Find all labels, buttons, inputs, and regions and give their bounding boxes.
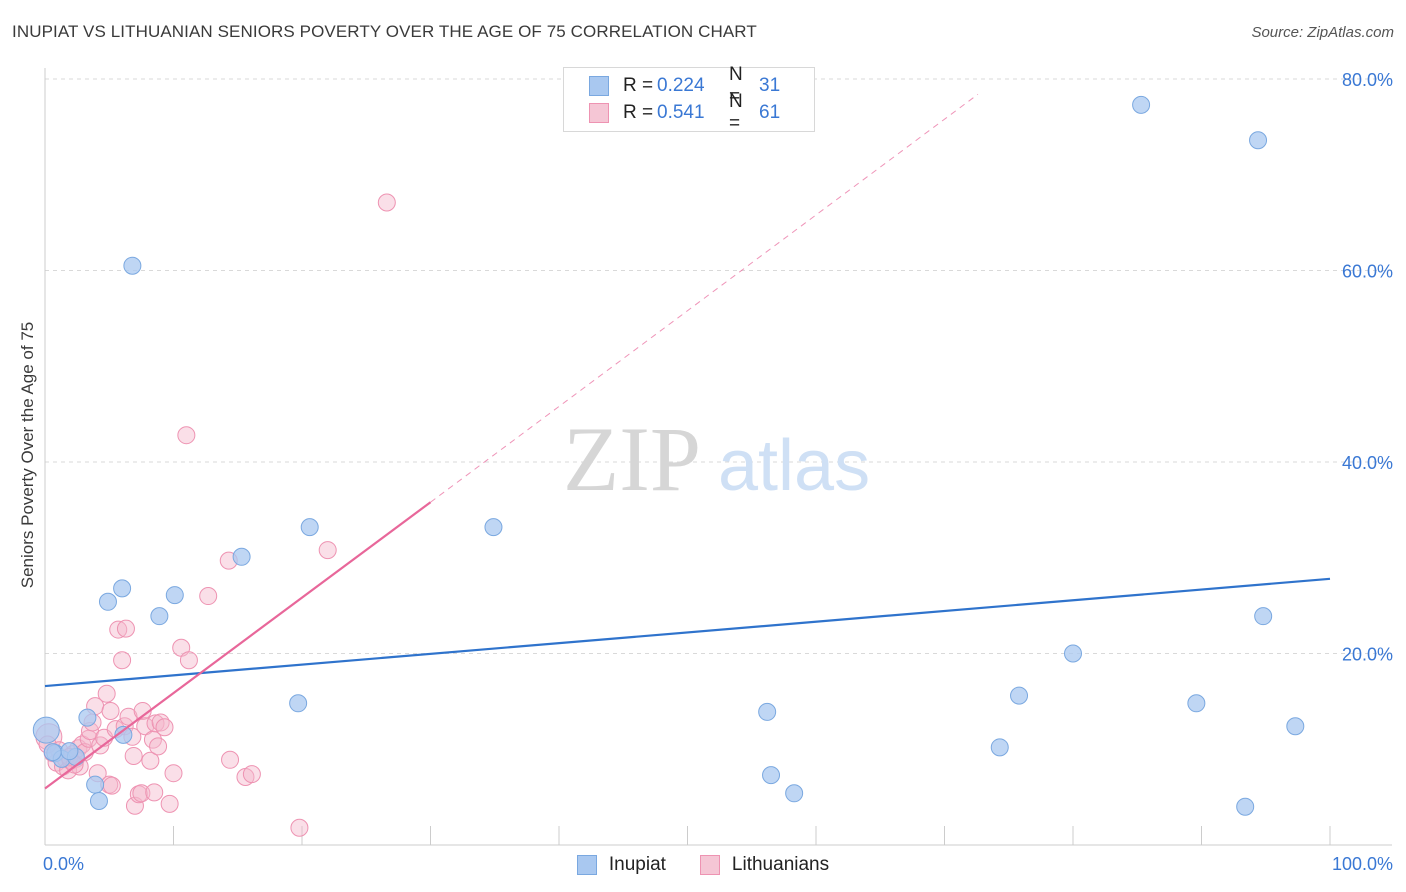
inupiat-point bbox=[114, 725, 133, 744]
n-value: 61 bbox=[759, 102, 781, 123]
lithuanians-swatch bbox=[589, 103, 609, 123]
inupiat-point bbox=[762, 766, 781, 785]
legend-item-inupiat: Inupiat bbox=[576, 854, 666, 876]
r-label: R = bbox=[623, 75, 654, 96]
lithuanians-point bbox=[132, 784, 151, 803]
watermark-atlas: atlas bbox=[718, 426, 870, 506]
inupiat-point bbox=[1254, 607, 1273, 626]
inupiat-point bbox=[1064, 644, 1082, 663]
lithuanians-point bbox=[221, 750, 240, 769]
chart-source: Source: ZipAtlas.com bbox=[1251, 24, 1394, 41]
lithuanians-trend-extension bbox=[430, 93, 979, 503]
lithuanians-point bbox=[101, 701, 120, 720]
y-tick-label: 40.0% bbox=[1342, 453, 1393, 473]
lithuanians-point bbox=[116, 619, 135, 638]
legend-label: Lithuanians bbox=[731, 854, 830, 875]
n-label: N = bbox=[729, 64, 743, 107]
inupiat-point bbox=[150, 607, 169, 626]
lithuanians-point bbox=[199, 587, 218, 606]
lithuanians-point bbox=[141, 751, 160, 770]
y-tick-label: 60.0% bbox=[1342, 262, 1393, 282]
inupiat-point bbox=[98, 592, 117, 611]
inupiat-point bbox=[32, 716, 60, 744]
chart-title: INUPIAT VS LITHUANIAN SENIORS POVERTY OV… bbox=[12, 22, 757, 41]
lithuanians-trend-line bbox=[44, 501, 432, 790]
inupiat-point bbox=[990, 738, 1009, 757]
lithuanians-point bbox=[136, 717, 155, 736]
lithuanians-point bbox=[164, 764, 183, 783]
lithuanians-point bbox=[124, 746, 143, 765]
inupiat-point bbox=[86, 775, 105, 794]
inupiat-point bbox=[484, 518, 503, 537]
lithuanians-point bbox=[377, 193, 396, 212]
lithuanians-point bbox=[102, 776, 121, 795]
lithuanians-point bbox=[242, 765, 261, 784]
r-value: 0.541 bbox=[657, 102, 705, 123]
inupiat-point bbox=[43, 743, 62, 762]
x-tick-label: 100.0% bbox=[1332, 854, 1393, 874]
inupiat-point bbox=[1132, 95, 1151, 114]
lithuanians-point bbox=[318, 541, 337, 560]
inupiat-point bbox=[758, 702, 777, 721]
legend-item-lithuanians: Lithuanians bbox=[699, 854, 830, 876]
lithuanians-point bbox=[177, 426, 196, 445]
inupiat-point bbox=[1249, 131, 1268, 150]
legend-label: Inupiat bbox=[608, 854, 666, 875]
lithuanians-point bbox=[160, 794, 179, 813]
lithuanians-point bbox=[109, 620, 128, 639]
inupiat-point bbox=[60, 742, 79, 761]
inupiat-point bbox=[165, 586, 184, 605]
tick-labels: 20.0% 40.0% 60.0% 80.0% 0.0% 100.0% bbox=[43, 70, 1393, 874]
legend-row-inupiat: R = 0.224 N = 31 bbox=[589, 64, 781, 107]
inupiat-trend-line bbox=[44, 577, 1331, 688]
lithuanians-point bbox=[146, 714, 165, 733]
inupiat-swatch bbox=[576, 855, 597, 875]
inupiat-point bbox=[289, 694, 308, 713]
inupiat-point bbox=[113, 579, 132, 598]
lithuanians-point bbox=[149, 737, 168, 756]
lithuanians-point bbox=[179, 651, 198, 670]
n-value: 31 bbox=[759, 75, 781, 96]
stats-legend: R = 0.224 N = 31 R = 0.541 N = 61 bbox=[563, 64, 815, 134]
inupiat-point bbox=[232, 547, 251, 566]
inupiat-point bbox=[1236, 797, 1255, 816]
lithuanians-point bbox=[97, 684, 116, 703]
lithuanians-point bbox=[145, 783, 164, 802]
legend-row-lithuanians: R = 0.541 N = 61 bbox=[589, 91, 781, 134]
r-value: 0.224 bbox=[657, 75, 705, 96]
watermark-zip: ZIP bbox=[563, 408, 701, 510]
inupiat-point bbox=[89, 791, 108, 810]
axis-layer bbox=[44, 68, 1392, 846]
y-tick-label: 80.0% bbox=[1342, 70, 1393, 90]
inupiat-point bbox=[1187, 694, 1206, 713]
grid-layer bbox=[45, 78, 1392, 654]
inupiat-point bbox=[1010, 686, 1029, 705]
r-label: R = bbox=[623, 102, 654, 123]
lithuanians-point bbox=[155, 718, 174, 737]
inupiat-point bbox=[123, 256, 142, 275]
inupiat-swatch bbox=[589, 76, 609, 96]
inupiat-point bbox=[300, 518, 319, 537]
lithuanians-point bbox=[113, 651, 132, 670]
inupiat-point bbox=[785, 784, 804, 803]
series-legend: Inupiat Lithuanians bbox=[0, 852, 1406, 878]
inupiat-point bbox=[1286, 717, 1305, 736]
y-tick-label: 20.0% bbox=[1342, 645, 1393, 665]
lithuanians-point bbox=[290, 818, 309, 837]
lithuanians-swatch bbox=[699, 855, 720, 875]
x-tick-label: 0.0% bbox=[43, 854, 84, 874]
inupiat-point bbox=[78, 708, 97, 727]
watermark: ZIP atlas bbox=[563, 408, 870, 510]
n-label: N = bbox=[729, 91, 743, 134]
trend-layer bbox=[44, 93, 1331, 790]
